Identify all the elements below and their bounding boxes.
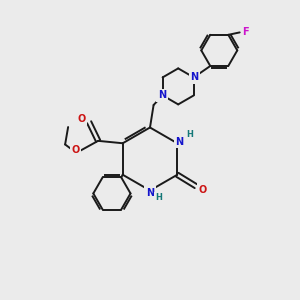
Text: O: O: [77, 114, 86, 124]
Text: N: N: [158, 90, 166, 100]
Text: N: N: [176, 137, 184, 147]
Text: N: N: [146, 188, 154, 198]
Text: N: N: [190, 72, 199, 82]
Text: H: H: [186, 130, 193, 139]
Text: O: O: [198, 185, 207, 195]
Text: F: F: [242, 27, 249, 37]
Text: H: H: [156, 193, 162, 202]
Text: O: O: [71, 145, 80, 155]
